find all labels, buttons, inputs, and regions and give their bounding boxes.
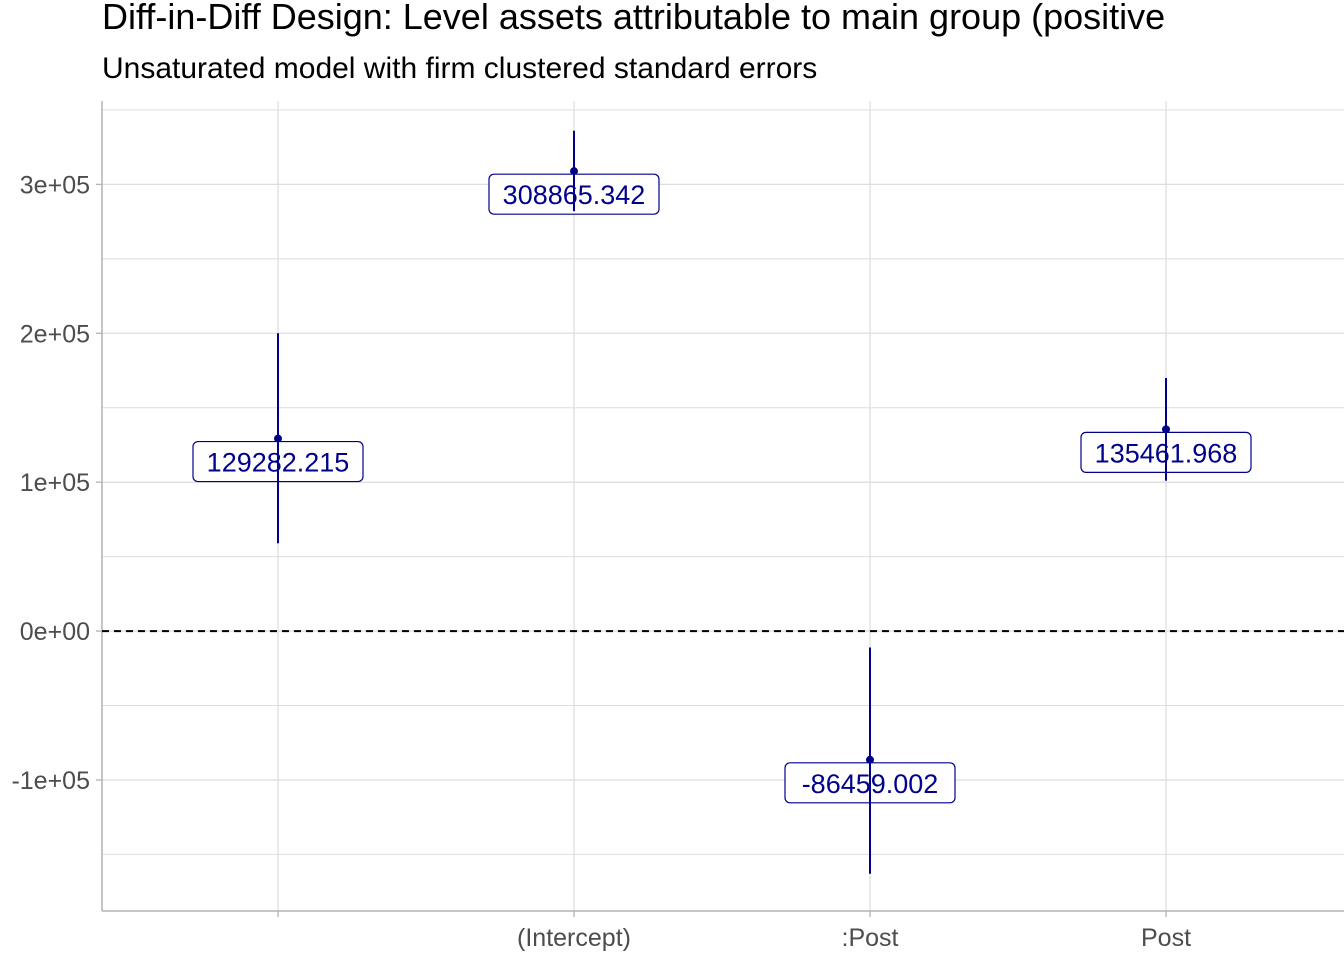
data-label: 135461.968 [1080, 431, 1252, 473]
chart-title: Diff-in-Diff Design: Level assets attrib… [102, 0, 1166, 37]
estimate-point [1162, 425, 1170, 434]
y-tick-label: -1e+05 [11, 767, 90, 795]
estimate-point [866, 755, 874, 764]
y-tick-label: 3e+05 [20, 171, 90, 199]
data-labels-layer: 129282.215 308865.342 -86459.002 135461.968 [192, 173, 1252, 804]
data-label: 308865.342 [488, 173, 660, 215]
marks-layer [274, 130, 1170, 874]
y-tick-label: 2e+05 [20, 320, 90, 348]
y-tick-label: 1e+05 [20, 469, 90, 497]
data-label: -86459.002 [784, 762, 956, 804]
grid-layer [102, 101, 1344, 911]
x-tick-label: Post [1141, 924, 1191, 952]
axis-layer [96, 101, 1344, 917]
chart-subtitle: Unsaturated model with firm clustered st… [102, 52, 818, 85]
y-tick-label: 0e+00 [20, 618, 90, 646]
estimate-point [274, 434, 282, 443]
estimate-point [570, 167, 578, 176]
data-label: 129282.215 [192, 440, 364, 483]
x-tick-label: (Intercept) [517, 924, 631, 952]
x-tick-label: :Post [842, 924, 899, 952]
tick-labels-layer: -1e+05 0e+00 1e+05 2e+05 3e+05 (Intercept) :Po… [11, 171, 1191, 952]
